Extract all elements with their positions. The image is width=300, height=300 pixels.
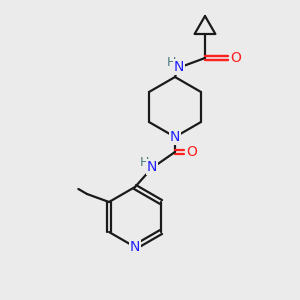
Text: N: N bbox=[174, 60, 184, 74]
Text: O: O bbox=[187, 145, 197, 159]
Text: N: N bbox=[147, 160, 157, 174]
Text: N: N bbox=[130, 240, 140, 254]
Text: O: O bbox=[187, 145, 197, 159]
Text: O: O bbox=[231, 51, 242, 65]
Text: N: N bbox=[174, 60, 184, 74]
Text: N: N bbox=[170, 130, 180, 144]
Text: O: O bbox=[231, 51, 242, 65]
Text: H: H bbox=[166, 56, 176, 68]
Text: H: H bbox=[139, 155, 149, 169]
Text: N: N bbox=[170, 130, 180, 144]
Text: H: H bbox=[139, 155, 149, 169]
Text: N: N bbox=[147, 160, 157, 174]
Text: H: H bbox=[166, 56, 176, 68]
Text: N: N bbox=[130, 240, 140, 254]
